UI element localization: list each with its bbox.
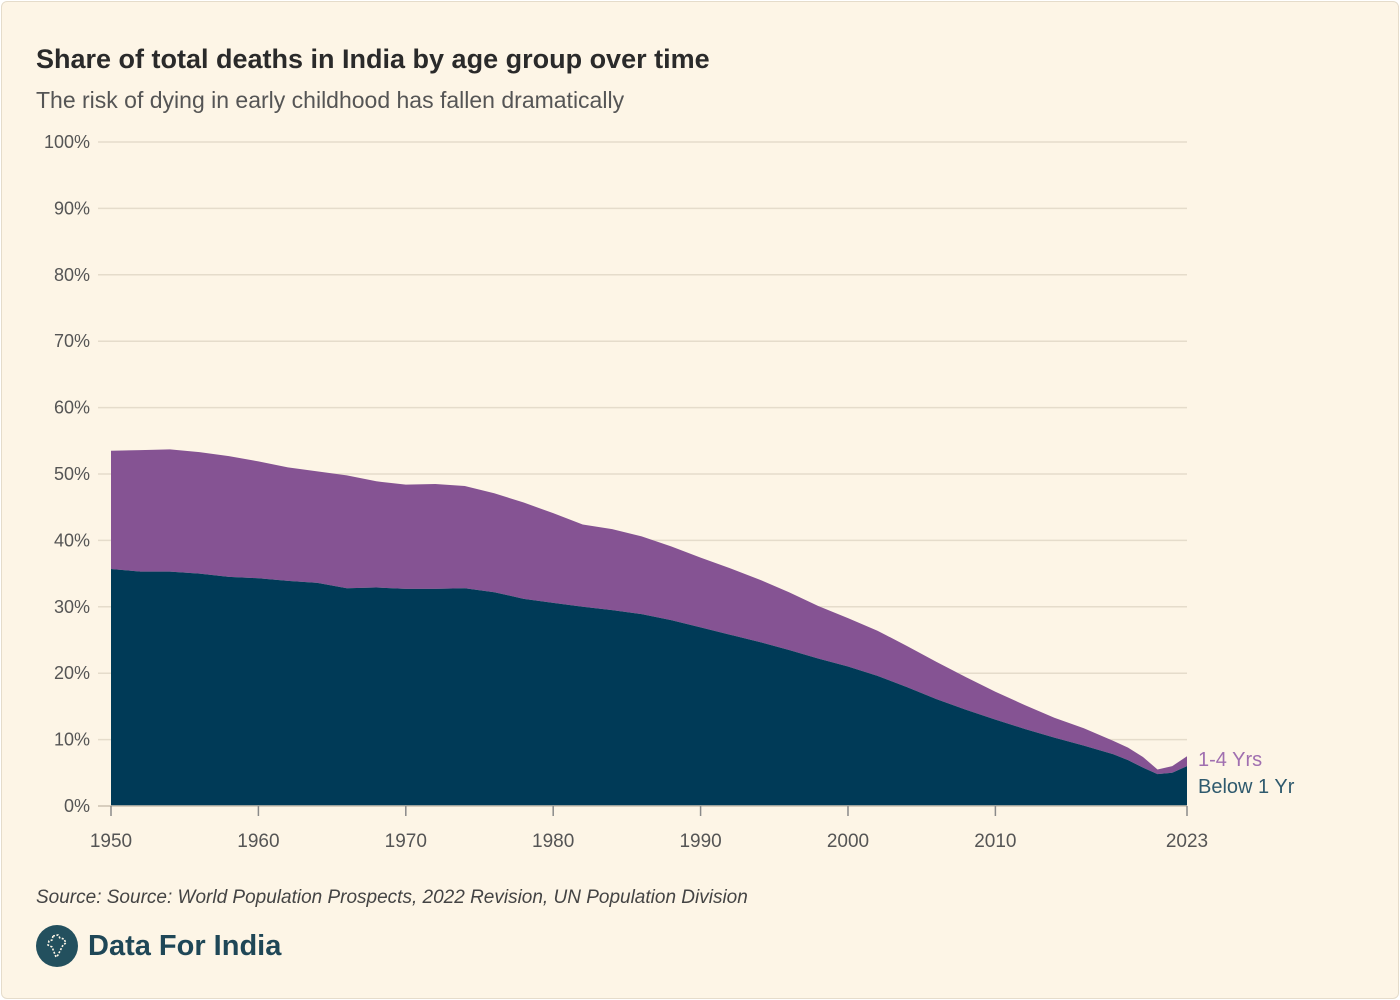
area-below-1-yr	[111, 568, 1187, 806]
x-tick-label: 1960	[237, 831, 279, 852]
chart-title: Share of total deaths in India by age gr…	[36, 44, 710, 74]
x-tick-label: 2023	[1166, 831, 1208, 852]
y-tick-label: 20%	[54, 663, 90, 683]
y-tick-label: 90%	[54, 198, 90, 218]
x-tick-label: 2000	[827, 831, 869, 852]
india-map-icon	[36, 925, 78, 967]
x-tick-label: 1990	[679, 831, 721, 852]
y-tick-label: 40%	[54, 530, 90, 550]
x-tick-label: 2010	[974, 831, 1016, 852]
brand-name: Data For India	[88, 929, 282, 962]
y-tick-label: 100%	[44, 132, 90, 152]
source-note: Source: Source: World Population Prospec…	[36, 887, 748, 908]
y-tick-label: 0%	[64, 796, 90, 816]
area-1-4-yrs	[111, 449, 1187, 775]
y-tick-label: 70%	[54, 331, 90, 351]
x-tick-label: 1980	[532, 831, 574, 852]
y-tick-label: 60%	[54, 398, 90, 418]
x-tick-label: 1950	[90, 831, 132, 852]
y-tick-label: 50%	[54, 464, 90, 484]
y-tick-label: 80%	[54, 265, 90, 285]
area-chart: 0% 10% 20% 30% 40% 50% 60% 70% 80% 90% 100% 1950 196…	[44, 132, 1295, 852]
brand: Data For India	[36, 925, 281, 967]
chart-subtitle: The risk of dying in early childhood has…	[36, 87, 625, 113]
series-label-below-1-yr: Below 1 Yr	[1198, 776, 1295, 798]
series-label-1-4-yrs: 1-4 Yrs	[1198, 749, 1262, 771]
y-tick-label: 30%	[54, 597, 90, 617]
x-tick-label: 1970	[385, 831, 427, 852]
y-tick-label: 10%	[54, 730, 90, 750]
